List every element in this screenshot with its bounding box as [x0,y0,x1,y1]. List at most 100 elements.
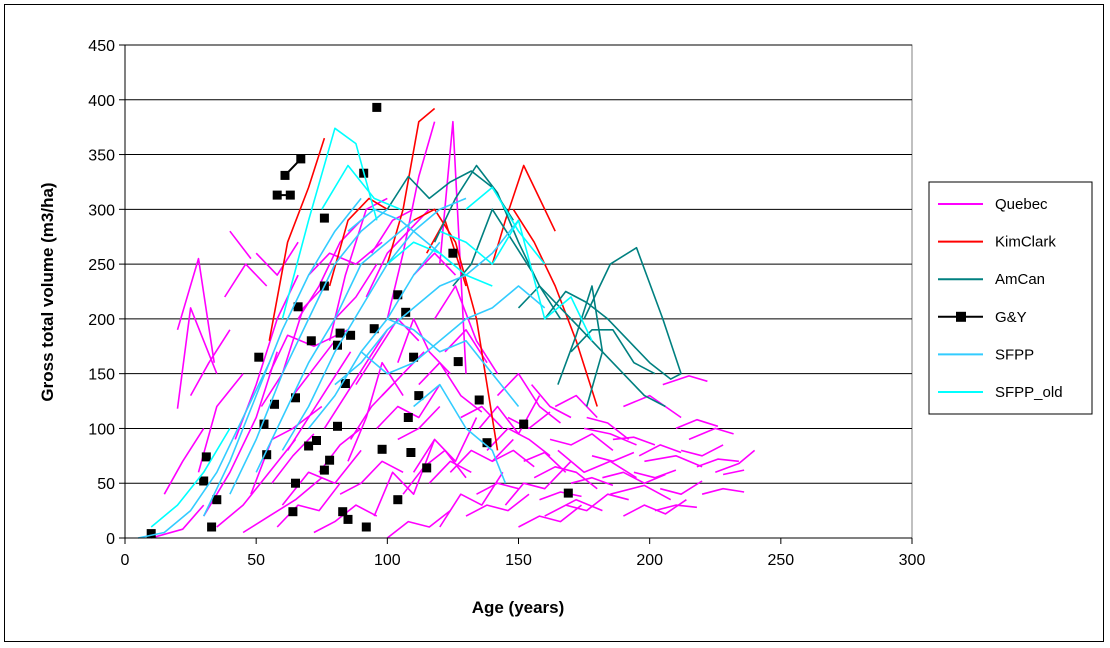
legend-item-sfpp: SFPP [938,346,1034,363]
x-tick-label: 200 [636,552,663,569]
series-line-quebec [715,449,756,474]
series-line-kimclark [512,208,598,407]
series-point-g-y [422,463,432,473]
y-tick-label: 150 [88,367,115,384]
y-axis-title: Gross total volume (m3/ha) [38,182,57,401]
series-line-quebec [465,493,530,517]
series-line-quebec [176,257,215,363]
y-tick-labels: 0 50 100 150 200 250 300 350 400 450 [88,38,115,548]
series-line-quebec [530,384,572,419]
gridlines [125,44,912,484]
series-line-quebec [486,427,551,457]
series-line-quebec [701,487,745,495]
series-line-sfpp-old [465,186,546,265]
series-line-sfpp [229,208,388,495]
series-line-sfpp [281,197,467,451]
series-line-quebec [276,482,341,528]
series-line-quebec [271,433,315,484]
series-line-sfpp [347,208,454,265]
series-line-quebec [554,394,598,419]
series-line-kimclark [386,107,436,265]
series-line-quebec [557,449,637,479]
axes [119,44,913,544]
series-line-quebec [163,427,205,495]
series-line-sfpp [360,285,546,375]
x-tick-label: 0 [121,552,130,569]
series-line-amcan [452,208,535,287]
series-line-quebec [386,509,451,539]
series-line-sfpp-old [281,127,378,320]
series-line-quebec [654,504,697,512]
series-point-g-y [262,450,272,460]
x-tick-label: 150 [505,552,532,569]
series-line-quebec [347,361,404,462]
series-point-g-y [333,340,342,350]
series-line-quebec [334,263,378,320]
series-point-g-y [338,507,348,517]
series-point-g-y [346,330,356,340]
series-point-g-y [212,495,222,505]
series-point-g-y [312,436,321,445]
series-point-g-y [325,455,335,465]
series-point-g-y [272,190,282,200]
series-line-quebec [176,307,218,409]
series-line-sfpp-old [439,219,593,342]
series-line-amcan [544,290,682,380]
series-line-quebec [688,427,734,441]
series-line-quebec [286,351,352,451]
series-line-quebec [297,219,362,320]
series-point-g-y [343,514,353,524]
series-point-g-y [293,302,303,312]
series-point-g-y [201,452,211,462]
series-line-quebec [675,418,719,430]
series-line-quebec [250,405,323,495]
series-line-quebec [680,444,724,457]
series-line-quebec [491,449,535,468]
series-point-g-y [280,170,290,180]
series-line-quebec [583,427,637,446]
series-line-quebec [308,241,383,276]
series-line-quebec [439,120,467,374]
series-point-g-y [453,357,463,367]
series-line-quebec [370,208,414,254]
series-line-quebec [612,436,656,446]
series-layer [137,102,756,539]
series-point-g-y [372,102,382,112]
series-line-quebec [355,318,420,386]
legend-marker-g-y [956,311,966,322]
series-point-g-y [482,438,492,448]
y-tick-label: 100 [88,421,115,438]
series-point-g-y [474,395,484,405]
series-point-g-y [393,290,403,300]
series-point-g-y [409,352,419,362]
legend-item-amcan: AmCan [938,271,1045,288]
y-tick-label: 350 [88,148,115,165]
series-kimclark [268,107,598,451]
series-line-quebec [659,480,703,496]
y-tick-label: 0 [106,531,115,548]
series-line-quebec [504,460,572,506]
series-point-g-y [291,478,300,488]
legend-label-amcan: AmCan [995,271,1045,288]
y-tick-label: 200 [88,312,115,329]
series-line-quebec [518,504,582,528]
series-point-g-y [519,419,529,429]
series-line-quebec [586,416,630,441]
series-line-quebec [638,444,682,457]
series-line-sfpp [334,219,520,386]
x-axis-title: Age (years) [472,598,565,617]
series-point-g-y [319,213,329,223]
series-point-g-y [377,444,387,454]
series-line-quebec [565,493,629,512]
series-line-quebec [150,504,205,539]
series-point-g-y [304,441,314,451]
series-point-g-y [563,488,573,498]
legend-box [928,181,1093,415]
series-line-amcan [583,246,682,374]
series-point-g-y [414,391,424,401]
series-line-quebec [292,340,336,397]
series-line-quebec [623,394,682,419]
series-line-quebec [413,252,457,276]
series-point-g-y [335,328,345,338]
series-line-kimclark [268,137,326,341]
